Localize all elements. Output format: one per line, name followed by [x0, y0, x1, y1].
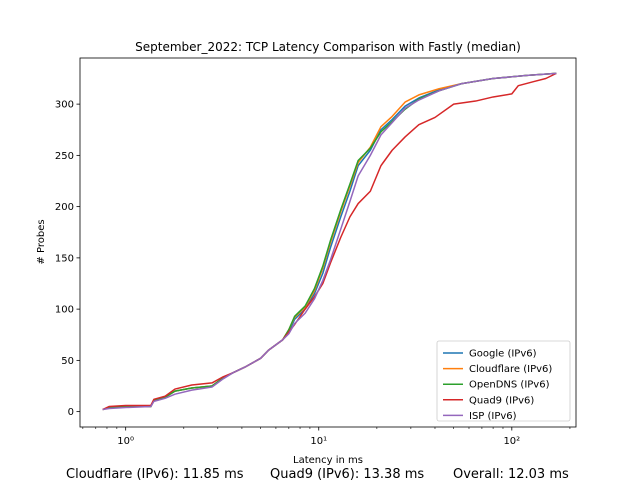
legend-label-cloudflare-ipv6: Cloudflare (IPv6): [469, 364, 552, 375]
footer-quad9-median: Quad9 (IPv6): 13.38 ms: [270, 467, 424, 480]
legend-box: [436, 340, 571, 422]
y-tick-label: 150: [55, 253, 74, 264]
y-axis-label: # Probes: [36, 219, 47, 264]
y-tick-label: 100: [55, 305, 74, 316]
plot-frame: [79, 57, 577, 428]
x-tick-label: 10²: [503, 436, 520, 447]
series-layer: [102, 72, 557, 411]
y-tick-label: 300: [55, 100, 74, 111]
y-tick-label: 50: [61, 356, 74, 367]
legend-label-opendns-ipv6: OpenDNS (IPv6): [469, 380, 550, 391]
y-tick-label: 200: [55, 202, 74, 213]
y-axis: 0 50 100 150 200 250 300: [55, 100, 80, 418]
series-line-isp-ipv6: [102, 72, 557, 411]
x-axis-label: Latency in ms: [293, 455, 363, 466]
x-axis: 10⁰ 10¹ 10²: [82, 427, 571, 447]
legend-label-google-ipv6: Google (IPv6): [469, 349, 537, 360]
footer-cloudflare-median: Cloudflare (IPv6): 11.85 ms: [66, 467, 244, 480]
y-tick-label: 250: [55, 151, 74, 162]
legend-label-quad9-ipv6: Quad9 (IPv6): [469, 395, 534, 406]
legend-label-isp-ipv6: ISP (IPv6): [469, 411, 517, 422]
series-line-quad9-ipv6: [102, 72, 557, 411]
footer-overall-median: Overall: 12.03 ms: [453, 467, 569, 480]
y-tick-label: 0: [68, 407, 74, 418]
chart-title: September_2022: TCP Latency Comparison w…: [135, 40, 521, 54]
x-tick-label: 10⁰: [117, 436, 134, 447]
x-tick-label: 10¹: [310, 436, 327, 447]
legend: Google (IPv6) Cloudflare (IPv6) OpenDNS (I…: [436, 340, 571, 422]
